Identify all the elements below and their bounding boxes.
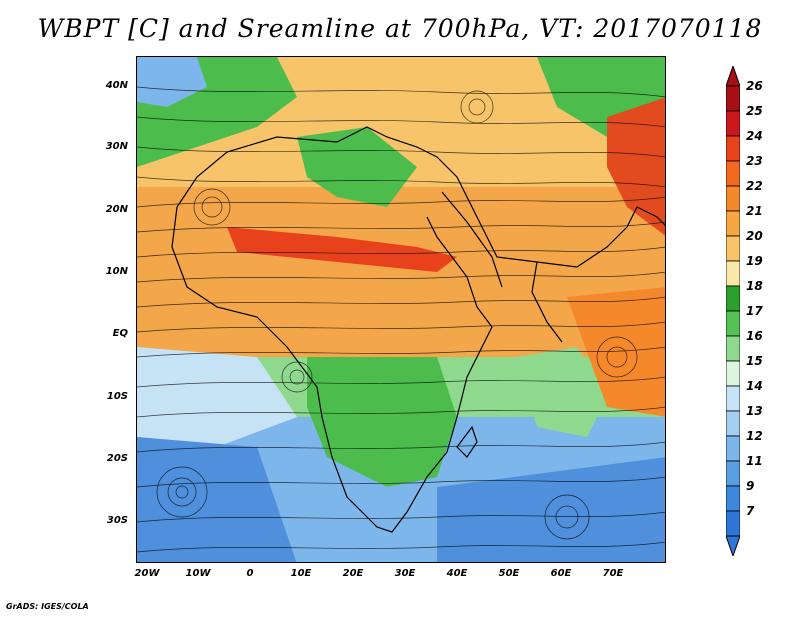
lat-label-30s: 30S xyxy=(106,515,128,526)
colorbar-label: 20 xyxy=(746,229,763,243)
colorbar-swatch xyxy=(726,360,740,387)
colorbar-swatch xyxy=(726,260,740,287)
colorbar-swatch xyxy=(726,410,740,437)
lat-label-20s: 20S xyxy=(106,453,128,464)
colorbar-label: 21 xyxy=(746,204,763,218)
lon-label-50e: 50E xyxy=(498,568,520,579)
lat-label-10s: 10S xyxy=(106,391,128,402)
lon-label-40e: 40E xyxy=(446,568,468,579)
field-green-indian-ocean xyxy=(517,347,607,437)
colorbar-swatch xyxy=(726,235,740,262)
lon-label-20w: 20W xyxy=(134,568,160,579)
colorbar-label: 12 xyxy=(746,429,763,443)
lon-label-20e: 20E xyxy=(342,568,364,579)
colorbar-swatch xyxy=(726,335,740,362)
field-red-sahel xyxy=(227,227,457,272)
lat-label-eq: EQ xyxy=(112,328,128,339)
colorbar-swatch xyxy=(726,160,740,187)
colorbar-label: 14 xyxy=(746,379,763,393)
colorbar-swatch xyxy=(726,385,740,412)
lon-label-0: 0 xyxy=(246,568,254,579)
field-band-tropics xyxy=(137,187,665,357)
colorbar-label: 11 xyxy=(746,454,763,468)
colorbar-label: 9 xyxy=(746,479,755,493)
colorbar-swatch xyxy=(726,85,740,112)
colorbar-bottom-arrow xyxy=(726,535,740,556)
colorbar-swatch xyxy=(726,510,740,537)
lon-label-10w: 10W xyxy=(185,568,211,579)
coastlines xyxy=(171,126,665,533)
colorbar-swatch xyxy=(726,485,740,512)
field-lightblue-southwest xyxy=(137,347,297,447)
lat-label-10n: 10N xyxy=(105,266,128,277)
field-red-east xyxy=(607,97,665,236)
field-blue-northwest xyxy=(137,57,207,107)
wbpt-field-map xyxy=(137,57,665,562)
colorbar-swatch xyxy=(726,285,740,312)
lat-label-30n: 30N xyxy=(105,141,128,152)
colorbar-label: 17 xyxy=(746,304,763,318)
colorbar-swatch xyxy=(726,310,740,337)
lat-label-40n: 40N xyxy=(105,80,128,91)
colorbar-label: 7 xyxy=(746,504,755,518)
field-green-congo xyxy=(307,357,457,487)
lon-label-10e: 10E xyxy=(290,568,312,579)
colorbar-top-arrow xyxy=(726,66,740,87)
colorbar-label: 18 xyxy=(746,279,763,293)
colorbar-label: 24 xyxy=(746,129,763,143)
colorbar-label: 15 xyxy=(746,354,763,368)
field-blue-southwest xyxy=(137,437,297,562)
colorbar-label: 13 xyxy=(746,404,763,418)
colorbar-swatch xyxy=(726,135,740,162)
lon-label-70e: 70E xyxy=(602,568,624,579)
lon-label-30e: 30E xyxy=(394,568,416,579)
map-title: WBPT [C] and Sreamline at 700hPa, VT: 20… xyxy=(37,14,763,43)
field-orange-east xyxy=(567,287,665,417)
colorbar-swatch xyxy=(726,435,740,462)
colorbar-label: 25 xyxy=(746,104,763,118)
lon-label-60e: 60E xyxy=(550,568,572,579)
colorbar-swatch xyxy=(726,185,740,212)
map-panel xyxy=(136,56,666,563)
colorbar-label: 19 xyxy=(746,254,763,268)
colorbar-label: 16 xyxy=(746,329,763,343)
field-green-north-central xyxy=(297,127,417,207)
streamlines xyxy=(137,86,665,553)
footer-credit: GrADS: IGES/COLA xyxy=(6,602,89,611)
colorbar-label: 26 xyxy=(746,79,763,93)
colorbar-swatch xyxy=(726,210,740,237)
colorbar-swatches xyxy=(726,66,740,556)
lat-label-20n: 20N xyxy=(105,204,128,215)
colorbar-label: 22 xyxy=(746,179,763,193)
field-blue-southeast xyxy=(437,457,665,562)
colorbar-label: 23 xyxy=(746,154,763,168)
colorbar-swatch xyxy=(726,460,740,487)
colorbar-swatch xyxy=(726,110,740,137)
